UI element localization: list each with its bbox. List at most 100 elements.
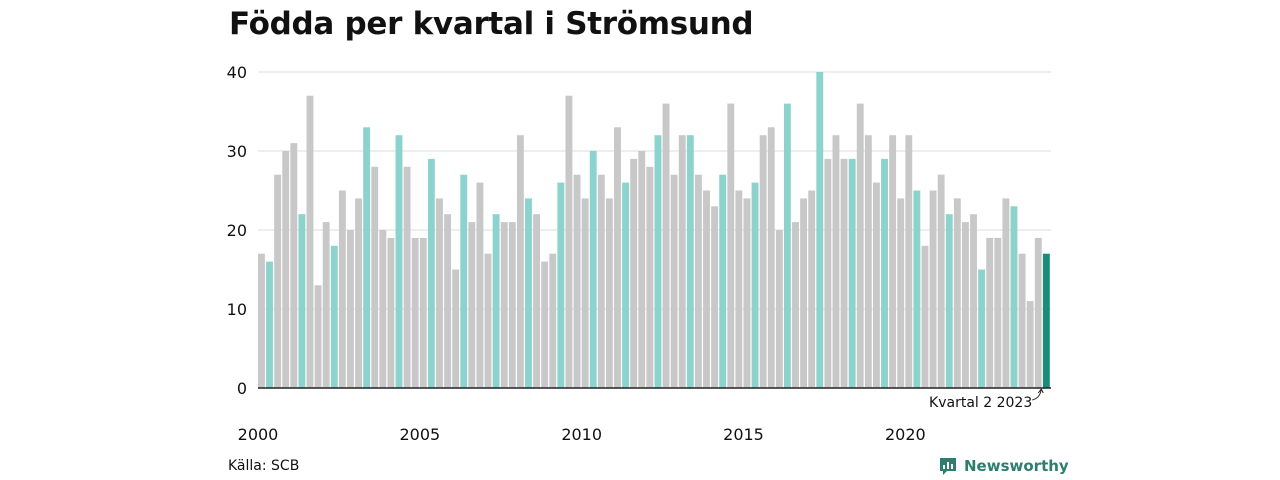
bar: [945, 214, 953, 388]
bar: [824, 158, 832, 388]
bar: [403, 166, 411, 388]
bar: [258, 253, 265, 388]
bar: [525, 198, 532, 388]
x-tick-label: 2015: [723, 425, 764, 444]
bar: [703, 190, 710, 388]
bar: [427, 158, 435, 388]
bar: [921, 245, 929, 388]
bar: [929, 190, 937, 388]
bar: [872, 182, 880, 388]
bar: [484, 253, 492, 388]
bar: [792, 222, 799, 388]
bar: [1002, 198, 1010, 388]
bar: [848, 158, 856, 388]
bars: [258, 72, 1050, 389]
bar: [670, 174, 678, 388]
bar: [719, 174, 727, 388]
y-tick-label: 30: [227, 142, 247, 161]
bar: [533, 214, 541, 388]
bar: [605, 198, 613, 388]
bar: [622, 182, 630, 388]
bar: [1042, 253, 1050, 388]
x-tick-label: 2005: [399, 425, 440, 444]
bar: [355, 198, 362, 388]
bar: [881, 158, 888, 388]
bar: [897, 198, 905, 388]
bar: [419, 237, 427, 388]
x-axis-ticks: 2000 2005 2010 2015 2020: [238, 425, 926, 444]
bar: [565, 95, 573, 388]
bar: [614, 127, 621, 389]
y-tick-label: 20: [227, 221, 247, 240]
bar: [840, 158, 848, 388]
bar: [638, 151, 646, 388]
brand-logo: Newsworthy: [938, 456, 1069, 476]
bar: [306, 95, 314, 388]
bar: [816, 72, 824, 388]
bar: [516, 135, 524, 388]
source-label: Källa: SCB: [228, 458, 300, 474]
y-tick-label: 40: [227, 63, 247, 82]
bar: [476, 182, 484, 388]
bar: [937, 174, 945, 388]
bar: [363, 127, 371, 389]
bar: [460, 174, 468, 388]
bar: [808, 190, 816, 388]
bar: [330, 245, 338, 388]
bar: [686, 135, 694, 388]
bar: [379, 230, 387, 388]
bar: [662, 103, 670, 388]
newsworthy-logo-icon: [940, 458, 956, 475]
bar: [630, 158, 638, 388]
bar: [905, 135, 913, 388]
bar: [395, 135, 403, 388]
bar: [751, 182, 759, 388]
bar: [557, 182, 565, 388]
x-tick-label: 2020: [885, 425, 926, 444]
bar: [654, 135, 662, 388]
bar: [986, 237, 994, 388]
bar: [775, 230, 783, 388]
x-tick-label: 2000: [238, 425, 279, 444]
bar: [694, 174, 702, 388]
annotation: Kvartal 2 2023: [929, 388, 1044, 411]
bar: [800, 198, 808, 388]
bar: [711, 206, 719, 388]
bar: [953, 198, 961, 388]
bar: [743, 198, 751, 388]
bar: [274, 174, 282, 388]
bar: [338, 190, 346, 388]
bar: [387, 237, 395, 388]
bar: [492, 214, 500, 388]
bar: [500, 222, 508, 388]
bar: [864, 135, 872, 388]
y-tick-label: 0: [237, 379, 247, 398]
bar: [549, 253, 557, 388]
bar: [994, 237, 1002, 388]
bar: [322, 222, 330, 388]
bar: [783, 103, 791, 388]
bar: [314, 285, 322, 388]
bar: [913, 190, 921, 388]
bar: [581, 198, 589, 388]
brand-name: Newsworthy: [964, 457, 1069, 475]
bar: [1018, 253, 1026, 388]
bar: [468, 222, 476, 388]
bar: [727, 103, 735, 388]
bar: [646, 166, 654, 388]
bar: [961, 222, 969, 388]
bar: [1010, 206, 1018, 388]
bar: [298, 214, 306, 388]
bar: [452, 269, 460, 388]
bar: [266, 261, 273, 388]
bar: [978, 269, 986, 388]
annotation-label: Kvartal 2 2023: [929, 395, 1032, 411]
bar: [371, 166, 379, 388]
bar: [444, 214, 451, 388]
bar: [436, 198, 443, 388]
bar: [856, 103, 864, 388]
bar: [541, 261, 549, 388]
bar: [411, 237, 419, 388]
y-tick-label: 10: [227, 300, 247, 319]
